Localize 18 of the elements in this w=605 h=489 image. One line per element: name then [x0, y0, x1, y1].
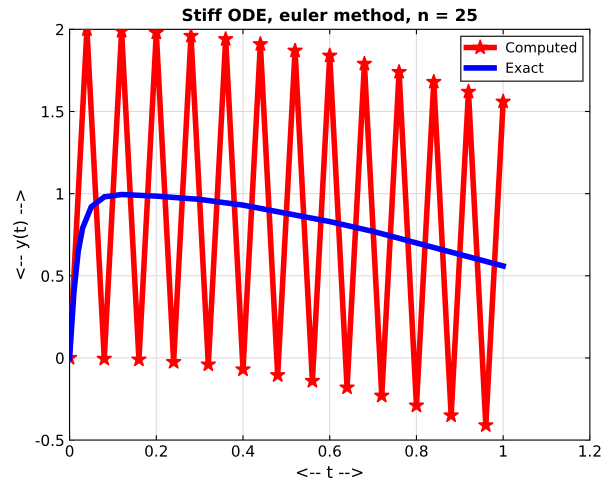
- y-tick-label: -0.5: [36, 434, 64, 446]
- legend-label: Computed: [506, 42, 576, 56]
- x-tick-label: 1: [500, 445, 507, 457]
- y-axis-title: <-- y(t) -->: [13, 190, 30, 279]
- chart-title: Stiff ODE, euler method, n = 25: [182, 8, 477, 24]
- legend-label: Exact: [506, 62, 544, 73]
- x-tick-label: 0.4: [232, 445, 254, 457]
- x-tick-label: 0.6: [318, 445, 341, 457]
- y-tick-label: 2: [56, 24, 64, 36]
- y-tick-label: 0.5: [41, 270, 64, 282]
- y-tick-label: 1: [56, 188, 64, 200]
- x-tick-label: 1.2: [579, 445, 600, 457]
- x-tick-label: 0: [66, 445, 74, 457]
- x-axis-title: <-- t -->: [296, 466, 363, 478]
- x-tick-label: 0.2: [145, 445, 167, 457]
- y-tick-label: 0: [56, 352, 64, 364]
- x-tick-label: 0.8: [405, 445, 428, 457]
- y-tick-label: 1.5: [42, 106, 64, 118]
